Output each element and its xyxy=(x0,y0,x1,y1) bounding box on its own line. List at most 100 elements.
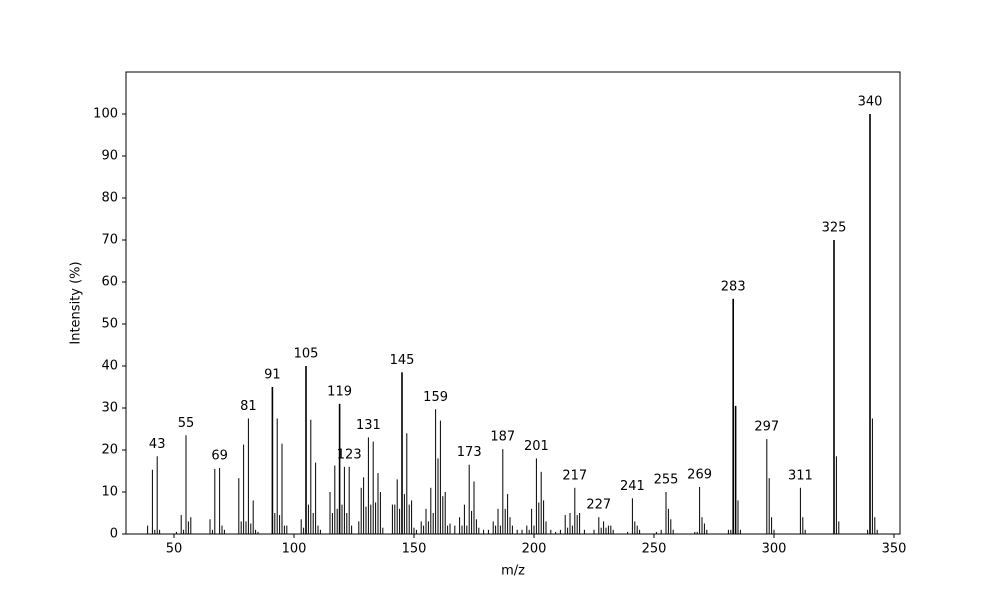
y-axis-label: Intensity (%) xyxy=(69,261,84,344)
peak xyxy=(874,517,876,534)
peak xyxy=(734,405,737,534)
peak xyxy=(147,525,149,534)
x-tick-label: 100 xyxy=(282,542,307,557)
peak xyxy=(504,508,506,534)
peak-label: 81 xyxy=(240,399,257,414)
peak xyxy=(223,529,225,534)
peak xyxy=(538,502,540,534)
peak xyxy=(420,521,422,534)
peak xyxy=(447,525,449,534)
peak xyxy=(358,521,360,534)
peak xyxy=(576,515,578,534)
peak xyxy=(375,502,377,534)
peak xyxy=(175,531,177,534)
peak xyxy=(730,529,732,534)
x-tick-label: 300 xyxy=(762,542,787,557)
y-tick-label: 80 xyxy=(101,191,118,206)
peak xyxy=(439,420,441,534)
peak xyxy=(370,504,372,534)
peak xyxy=(497,508,499,534)
peak-label: 340 xyxy=(858,95,883,110)
peak xyxy=(312,513,314,534)
y-tick-label: 50 xyxy=(101,317,118,332)
peak xyxy=(564,515,566,534)
peak xyxy=(365,506,367,534)
peak xyxy=(471,510,473,534)
peak xyxy=(427,521,429,534)
peak xyxy=(300,519,302,534)
peak xyxy=(363,477,365,534)
peak xyxy=(394,504,396,534)
peak xyxy=(571,525,573,534)
x-tick-label: 50 xyxy=(166,542,183,557)
peak xyxy=(303,527,305,534)
peak xyxy=(329,492,331,534)
peak-label: 131 xyxy=(356,418,381,433)
peak xyxy=(238,478,240,534)
peak xyxy=(425,508,427,534)
peak xyxy=(255,529,257,534)
peak xyxy=(804,529,806,534)
peak xyxy=(739,529,741,534)
peak-label: 55 xyxy=(178,416,195,431)
peak-label: 269 xyxy=(687,467,712,482)
peak xyxy=(871,418,873,534)
peak xyxy=(876,529,878,534)
peak xyxy=(209,519,211,534)
y-tick-label: 10 xyxy=(101,485,118,500)
peak xyxy=(639,529,641,534)
peak xyxy=(559,529,561,534)
peak xyxy=(492,521,494,534)
peak xyxy=(367,437,369,534)
peak xyxy=(768,478,770,534)
peak xyxy=(240,521,242,534)
x-tick-label: 150 xyxy=(402,542,427,557)
y-tick-label: 100 xyxy=(93,107,118,122)
peak xyxy=(833,240,835,534)
peak xyxy=(533,525,535,534)
peak xyxy=(331,513,333,534)
x-tick-label: 350 xyxy=(882,542,907,557)
peak xyxy=(670,519,672,534)
peak xyxy=(281,443,283,534)
peak xyxy=(348,466,350,534)
peak xyxy=(667,508,669,534)
y-tick-label: 20 xyxy=(101,443,118,458)
peak xyxy=(771,517,773,534)
peak xyxy=(408,504,410,534)
x-axis-label: m/z xyxy=(501,564,525,579)
peak-label: 105 xyxy=(294,347,319,362)
peak xyxy=(360,487,362,534)
peak xyxy=(159,529,161,534)
peak xyxy=(334,465,336,534)
peak xyxy=(543,500,545,534)
peak xyxy=(660,529,662,534)
y-tick-label: 70 xyxy=(101,233,118,248)
peak-label: 325 xyxy=(822,221,847,236)
peak xyxy=(315,462,317,534)
peak xyxy=(247,418,249,534)
peak xyxy=(243,444,245,534)
peak xyxy=(509,517,511,534)
peak xyxy=(459,517,461,534)
peak xyxy=(631,498,633,534)
peak xyxy=(442,496,444,534)
peak xyxy=(351,525,353,534)
peak xyxy=(502,449,504,534)
peak xyxy=(600,527,602,534)
peak xyxy=(415,529,417,534)
peak xyxy=(701,517,703,534)
peak xyxy=(399,508,401,534)
peak xyxy=(475,519,477,534)
peak xyxy=(221,525,223,534)
peak-label: 69 xyxy=(211,449,228,464)
peak xyxy=(528,529,530,534)
peak xyxy=(603,521,605,534)
peak xyxy=(377,473,379,534)
peak xyxy=(507,494,509,534)
peak xyxy=(499,525,501,534)
peak xyxy=(545,521,547,534)
peak xyxy=(511,525,513,534)
peak xyxy=(737,500,739,534)
